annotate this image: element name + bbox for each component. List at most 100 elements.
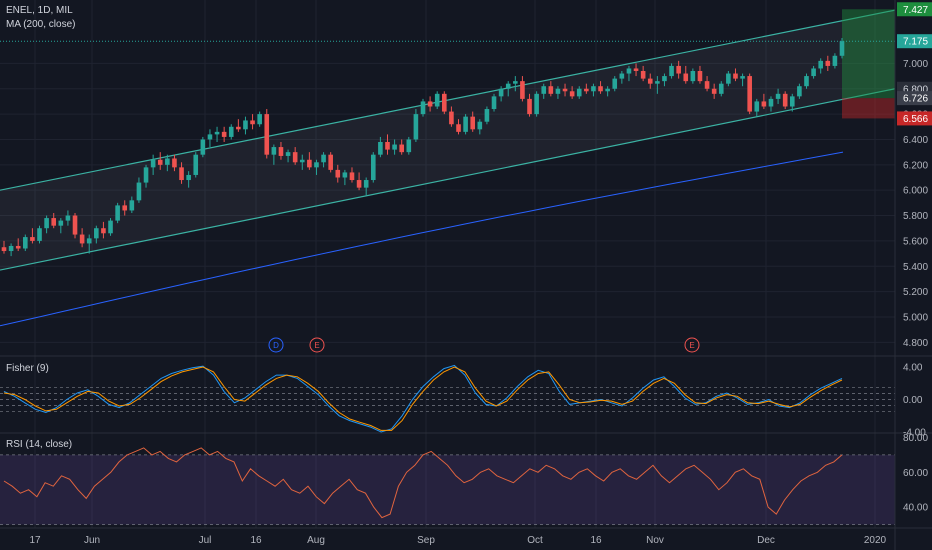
ma-200-line [0,151,844,327]
candle-body [789,96,795,107]
candle-body [520,81,525,99]
candle-body [1,247,7,252]
candle-body [236,126,241,130]
candle-body [129,200,135,211]
candle [15,238,21,252]
candle-body [747,76,752,112]
candle [207,129,213,148]
entry-tag: 6.726 [897,91,932,106]
candle-body [832,55,838,66]
candle [370,152,376,183]
x-tick-label: Jul [199,535,212,546]
candle-body [434,93,440,107]
candle [321,152,326,168]
candle-body [633,68,639,71]
candle [136,177,142,203]
event-label: E [689,341,694,350]
candle [406,136,412,155]
candle [782,91,788,110]
candle [51,213,57,229]
candle [548,81,554,97]
y-tick-label: 6.200 [903,160,928,171]
candle [584,83,589,94]
candle [228,124,234,140]
candle [640,65,646,82]
candle [555,86,561,99]
candle-body [797,86,802,97]
event-marker: E [684,337,700,353]
candle-body [534,93,539,115]
candle-body [576,88,582,97]
candle [789,93,795,112]
event-circle [268,337,284,353]
y-tick-label: 4.800 [903,338,928,349]
fisher-tick-label: -4.00 [903,428,926,439]
candle-body [257,114,262,125]
y-tick-label: 5.600 [903,236,928,247]
candle-body [243,120,248,130]
ma-legend: MA (200, close) [6,19,75,30]
candle-body [690,71,696,82]
candle-body [51,218,57,226]
candle-body [207,134,213,140]
rsi-tick-label: 40.00 [903,503,928,514]
candle-body [15,245,21,249]
candle [491,93,497,112]
candle [513,76,518,92]
candle [690,68,696,84]
y-tick-label: 7.000 [903,59,928,70]
candle [349,167,355,183]
candle [527,93,532,117]
candle-body [640,71,646,79]
candle-body [676,65,681,74]
candle [292,147,298,165]
candle-body [150,159,156,168]
candle-body [8,245,14,252]
event-circle [309,337,325,353]
candle-body [626,68,632,74]
ma-layer [0,151,844,327]
candle-body [697,71,703,82]
candle [498,86,504,102]
fisher-line-1 [3,366,843,431]
candle-body [555,88,561,94]
candle [761,93,767,110]
target-zone [842,9,895,99]
candle-body [321,154,326,163]
candle-body [470,116,476,130]
candle-body [804,76,809,87]
candle-body [122,205,128,211]
candle [314,159,319,175]
candle-body [179,167,184,181]
candle-body [733,73,738,79]
candle-body [221,131,227,137]
candle [79,228,85,248]
candle [811,65,816,79]
candle-body [307,159,312,168]
candle [818,58,823,74]
candle [1,240,7,254]
last-price-tag-bg [897,34,932,49]
candle-body [314,162,319,168]
candle-body [513,81,518,84]
candle [278,142,284,160]
x-tick-label: Jun [84,535,100,546]
fisher-tick-label: 0.00 [903,395,923,406]
rsi-layer [0,447,895,525]
candle-body [285,152,291,156]
candle-body [754,101,760,112]
stop-tag-bg [897,111,932,126]
candle [839,38,845,59]
candle [484,106,490,125]
candle-body [58,220,64,226]
event-marker: D [268,337,284,353]
entry-tag-text: 6.726 [903,94,928,105]
target-tag-bg [897,2,932,17]
candle [157,152,163,170]
candle-body [527,98,532,115]
candle-body [228,126,234,137]
candle-body [349,172,355,181]
candle-body [569,91,575,97]
candle [342,169,348,186]
